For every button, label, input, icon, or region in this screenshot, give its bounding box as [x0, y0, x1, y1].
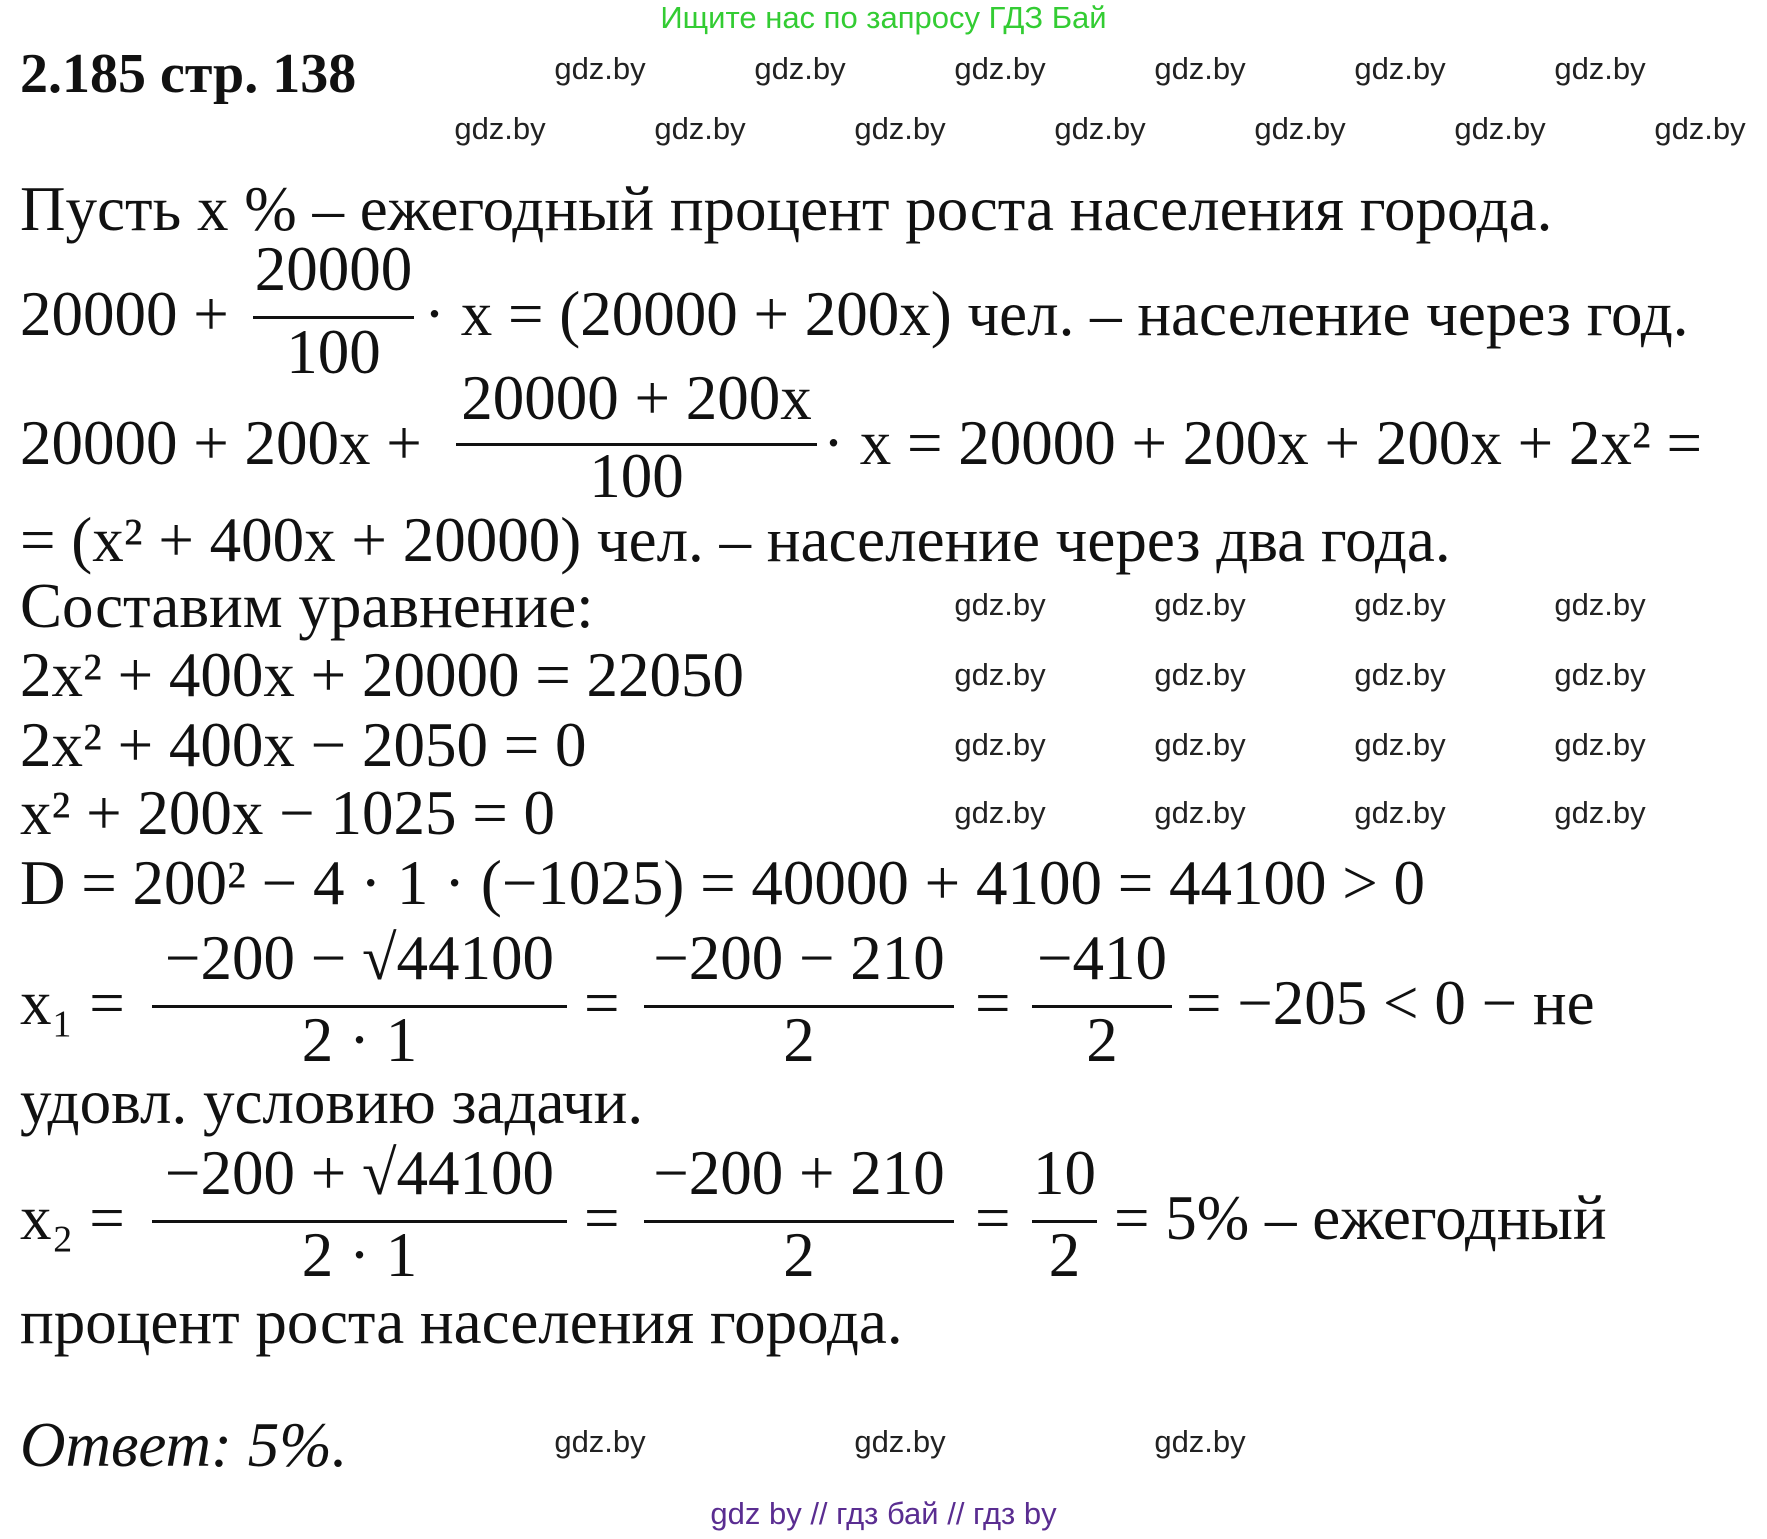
- watermark-text: gdz.by: [1554, 727, 1646, 762]
- fraction-numerator: 10: [1033, 1138, 1096, 1208]
- watermark-text: gdz.by: [554, 51, 646, 86]
- fraction-numerator: −200 − √44100: [164, 923, 555, 993]
- watermark-text: gdz.by: [1254, 111, 1346, 146]
- watermark-text: gdz.by: [1554, 51, 1646, 86]
- watermark-text: gdz.by: [554, 1424, 646, 1459]
- watermark-text: gdz.by: [954, 51, 1046, 86]
- line-conclusion: процент роста населения города.: [20, 1287, 903, 1357]
- fraction-bar: [253, 316, 414, 319]
- answer: Ответ: 5%.: [20, 1410, 348, 1480]
- equals-sign: =: [584, 1183, 620, 1253]
- fraction-denominator: 100: [286, 317, 381, 387]
- fraction-numerator: −410: [1036, 923, 1168, 993]
- fraction-denominator: 2: [783, 1220, 815, 1290]
- watermark-text: gdz.by: [1554, 795, 1646, 830]
- equation: x² + 200x − 1025 = 0: [20, 778, 555, 848]
- fraction-denominator: 100: [589, 441, 684, 511]
- watermark-text: gdz.by: [954, 587, 1046, 622]
- line3-left: 20000 + 200x +: [20, 408, 422, 478]
- fraction-numerator: −200 − 210: [653, 923, 945, 993]
- fraction-bar: [1032, 1005, 1172, 1008]
- watermark-text: gdz.by: [1354, 657, 1446, 692]
- watermark-text: gdz.by: [1654, 111, 1746, 146]
- watermark-text: gdz.by: [854, 111, 946, 146]
- watermark-text: gdz.by: [1554, 587, 1646, 622]
- watermark-text: gdz.by: [954, 727, 1046, 762]
- watermark-text: gdz.by: [1154, 657, 1246, 692]
- watermark-text: gdz.by: [1354, 587, 1446, 622]
- equals-sign: =: [975, 1183, 1011, 1253]
- equals-sign: =: [584, 968, 620, 1038]
- watermark-text: gdz.by: [854, 1424, 946, 1459]
- fraction-denominator: 2 · 1: [301, 1220, 418, 1290]
- watermark-text: gdz.by: [454, 111, 546, 146]
- x1-label: x₁ =: [20, 968, 125, 1038]
- watermark-text: gdz.by: [1154, 51, 1246, 86]
- fraction-numerator: 20000: [254, 234, 413, 304]
- fraction-bar: [152, 1220, 567, 1223]
- fraction-bar: [152, 1005, 567, 1008]
- watermark-text: gdz.by: [1054, 111, 1146, 146]
- line-condition: удовл. условию задачи.: [20, 1067, 644, 1137]
- fraction-numerator: −200 + √44100: [164, 1138, 555, 1208]
- problem-title: 2.185 стр. 138: [20, 43, 357, 105]
- line5: Составим уравнение:: [20, 571, 594, 641]
- equation: 2x² + 400x + 20000 = 22050: [20, 640, 744, 710]
- watermark-text: gdz.by: [1154, 587, 1246, 622]
- footer-links[interactable]: gdz by // гдз бай // гдз by: [710, 1496, 1057, 1531]
- watermark-text: gdz.by: [754, 51, 846, 86]
- fraction-denominator: 2: [1048, 1220, 1081, 1290]
- line-assumption: Пусть x % – ежегодный процент роста насе…: [20, 174, 1553, 244]
- watermark-text: gdz.by: [954, 657, 1046, 692]
- line2-right: · x = (20000 + 200x) чел. – население че…: [424, 279, 1689, 349]
- line4: = (x² + 400x + 20000) чел. – население ч…: [20, 505, 1451, 575]
- fraction-bar: [456, 443, 817, 446]
- watermark-text: gdz.by: [1554, 657, 1646, 692]
- fraction-numerator: 20000 + 200x: [461, 363, 812, 433]
- watermark-text: gdz.by: [654, 111, 746, 146]
- watermark-text: gdz.by: [1454, 111, 1546, 146]
- fraction-bar: [644, 1220, 954, 1223]
- fraction-denominator: 2 · 1: [301, 1005, 418, 1075]
- watermark-text: gdz.by: [1354, 727, 1446, 762]
- watermark-text: gdz.by: [1154, 727, 1246, 762]
- fraction-bar: [644, 1005, 954, 1008]
- top-banner: Ищите нас по запросу ГДЗ Бай: [660, 0, 1107, 35]
- discriminant: D = 200² − 4 · 1 · (−1025) = 40000 + 410…: [20, 848, 1426, 918]
- line2-left: 20000 +: [20, 279, 229, 349]
- x1-result: = −205 < 0 − не: [1186, 968, 1595, 1038]
- watermark-text: gdz.by: [1154, 795, 1246, 830]
- watermark-text: gdz.by: [954, 795, 1046, 830]
- fraction-numerator: −200 + 210: [653, 1138, 945, 1208]
- line3-right: · x = 20000 + 200x + 200x + 2x² =: [823, 408, 1703, 478]
- fraction-denominator: 2: [1086, 1005, 1118, 1075]
- equals-sign: =: [975, 968, 1011, 1038]
- watermark-text: gdz.by: [1354, 51, 1446, 86]
- x2-result: = 5% – ежегодный: [1114, 1183, 1607, 1253]
- fraction-bar: [1032, 1220, 1097, 1223]
- watermark-text: gdz.by: [1354, 795, 1446, 830]
- fraction-denominator: 2: [783, 1005, 815, 1075]
- x2-label: x₂ =: [20, 1183, 125, 1253]
- watermark-text: gdz.by: [1154, 1424, 1246, 1459]
- equation: 2x² + 400x − 2050 = 0: [20, 710, 587, 780]
